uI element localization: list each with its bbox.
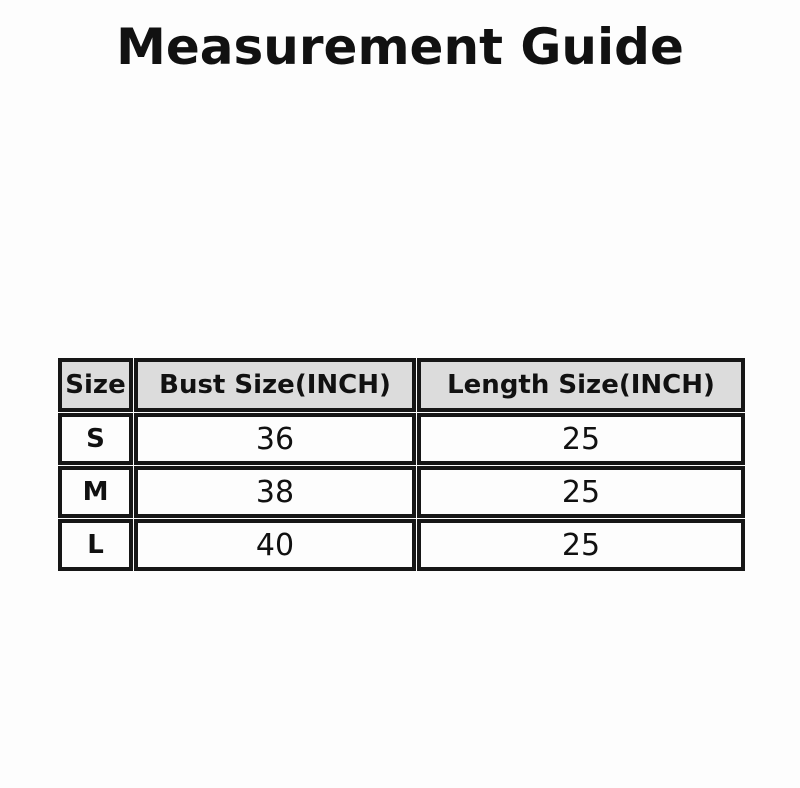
table-row-s: S 36 25: [58, 413, 745, 465]
column-header-bust: Bust Size(INCH): [134, 358, 416, 412]
column-header-length: Length Size(INCH): [417, 358, 745, 412]
length-value: 25: [417, 413, 745, 465]
column-header-size: Size: [58, 358, 133, 412]
table-row-m: M 38 25: [58, 466, 745, 518]
bust-value: 38: [134, 466, 416, 518]
size-label: M: [58, 466, 133, 518]
table-header-row: Size Bust Size(INCH) Length Size(INCH): [58, 358, 745, 412]
length-value: 25: [417, 519, 745, 571]
table-row-l: L 40 25: [58, 519, 745, 571]
bust-value: 36: [134, 413, 416, 465]
size-chart-table: Size Bust Size(INCH) Length Size(INCH) S…: [57, 357, 746, 572]
size-label: S: [58, 413, 133, 465]
bust-value: 40: [134, 519, 416, 571]
size-label: L: [58, 519, 133, 571]
page-title: Measurement Guide: [116, 18, 684, 76]
length-value: 25: [417, 466, 745, 518]
